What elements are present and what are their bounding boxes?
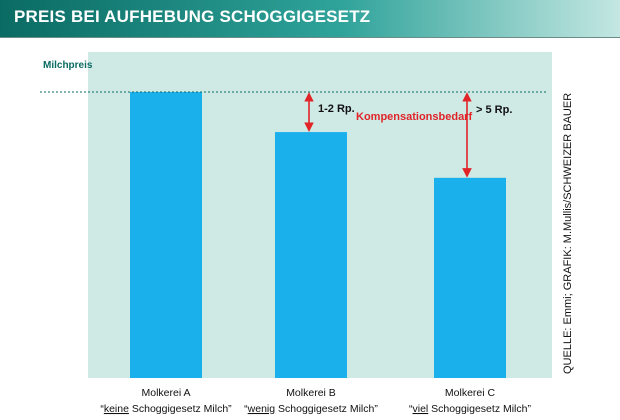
bar-1: [130, 92, 202, 378]
annotation-label-1: 1-2 Rp.: [318, 103, 355, 115]
bars-layer: [130, 92, 506, 378]
milk-price-label: Milchpreis: [43, 60, 93, 71]
chart-title: PREIS BEI AUFHEBUNG SCHOGGIGESETZ: [14, 7, 371, 26]
category-desc-2: “wenig Schoggigesetz Milch”: [244, 403, 378, 415]
category-desc-3: “viel Schoggigesetz Milch”: [409, 403, 531, 415]
kompensationsbedarf-label: Kompensationsbedarf: [356, 111, 472, 123]
bar-3: [434, 177, 506, 378]
category-labels-layer: Molkerei A “keine Schoggigesetz Milch” Mol…: [100, 387, 531, 415]
source-credit: QUELLE: Emmi; GRAFIK: M.Mullis/SCHWEIZER…: [562, 93, 574, 374]
category-desc-1: “keine Schoggigesetz Milch”: [100, 403, 232, 415]
category-name-2: Molkerei B: [286, 387, 336, 399]
category-name-1: Molkerei A: [141, 387, 190, 399]
title-bar: PREIS BEI AUFHEBUNG SCHOGGIGESETZ: [0, 0, 620, 37]
bar-2: [275, 132, 347, 378]
annotation-label-2: > 5 Rp.: [476, 104, 512, 116]
title-divider: [0, 37, 620, 38]
category-name-3: Molkerei C: [445, 387, 496, 399]
annotations-layer: 1-2 Rp. > 5 Rp.: [304, 92, 512, 178]
